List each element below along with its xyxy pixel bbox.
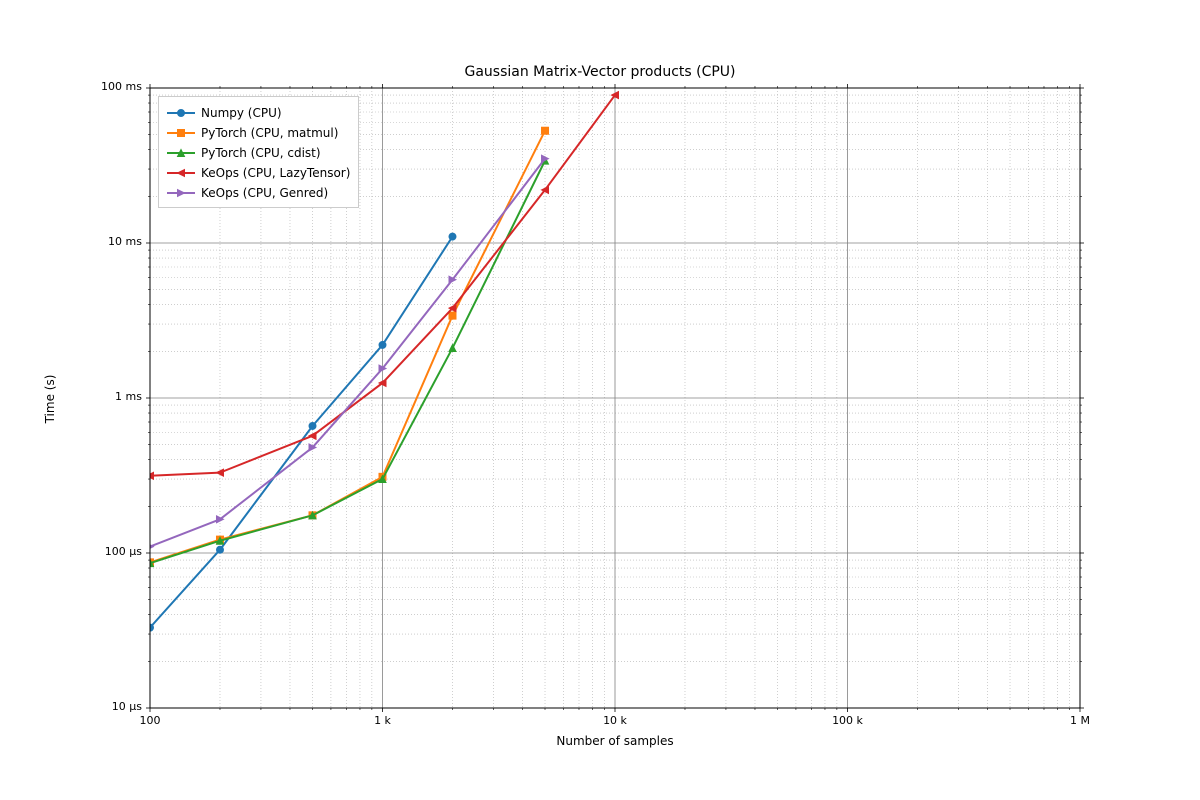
legend-marker-icon	[167, 146, 195, 160]
x-axis-label: Number of samples	[150, 734, 1080, 748]
series-marker	[449, 312, 456, 319]
x-tick-label: 1 k	[353, 714, 413, 727]
figure: Gaussian Matrix-Vector products (CPU) 10…	[0, 0, 1200, 800]
y-axis-label: Time (s)	[43, 339, 57, 459]
series-marker	[379, 341, 386, 348]
legend-marker-icon	[167, 126, 195, 140]
legend-label: PyTorch (CPU, matmul)	[201, 126, 338, 140]
x-tick-label: 100	[120, 714, 180, 727]
legend-swatch	[167, 166, 195, 180]
legend-swatch	[167, 146, 195, 160]
x-tick-label: 100 k	[818, 714, 878, 727]
y-tick-label: 10 µs	[112, 700, 142, 713]
legend-item: PyTorch (CPU, matmul)	[167, 123, 350, 143]
legend-item: PyTorch (CPU, cdist)	[167, 143, 350, 163]
legend-swatch	[167, 126, 195, 140]
legend-label: KeOps (CPU, LazyTensor)	[201, 166, 350, 180]
legend-item: Numpy (CPU)	[167, 103, 350, 123]
series-marker	[449, 233, 456, 240]
y-tick-label: 100 µs	[105, 545, 142, 558]
series-marker	[309, 422, 316, 429]
y-tick-label: 1 ms	[115, 390, 142, 403]
legend-item: KeOps (CPU, Genred)	[167, 183, 350, 203]
legend: Numpy (CPU) PyTorch (CPU, matmul) PyTorch …	[158, 96, 359, 208]
series-line	[150, 161, 545, 564]
series-marker	[216, 546, 223, 553]
legend-swatch	[167, 106, 195, 120]
legend-swatch	[167, 186, 195, 200]
legend-item: KeOps (CPU, LazyTensor)	[167, 163, 350, 183]
x-tick-label: 1 M	[1050, 714, 1110, 727]
legend-marker-icon	[167, 106, 195, 120]
y-tick-label: 10 ms	[108, 235, 142, 248]
legend-marker-icon	[167, 166, 195, 180]
series-marker	[449, 345, 456, 352]
legend-marker-icon	[167, 186, 195, 200]
y-tick-label: 100 ms	[101, 80, 142, 93]
legend-label: KeOps (CPU, Genred)	[201, 186, 328, 200]
legend-label: Numpy (CPU)	[201, 106, 282, 120]
legend-label: PyTorch (CPU, cdist)	[201, 146, 321, 160]
series-marker	[542, 127, 549, 134]
series-line	[150, 159, 545, 547]
x-tick-label: 10 k	[585, 714, 645, 727]
